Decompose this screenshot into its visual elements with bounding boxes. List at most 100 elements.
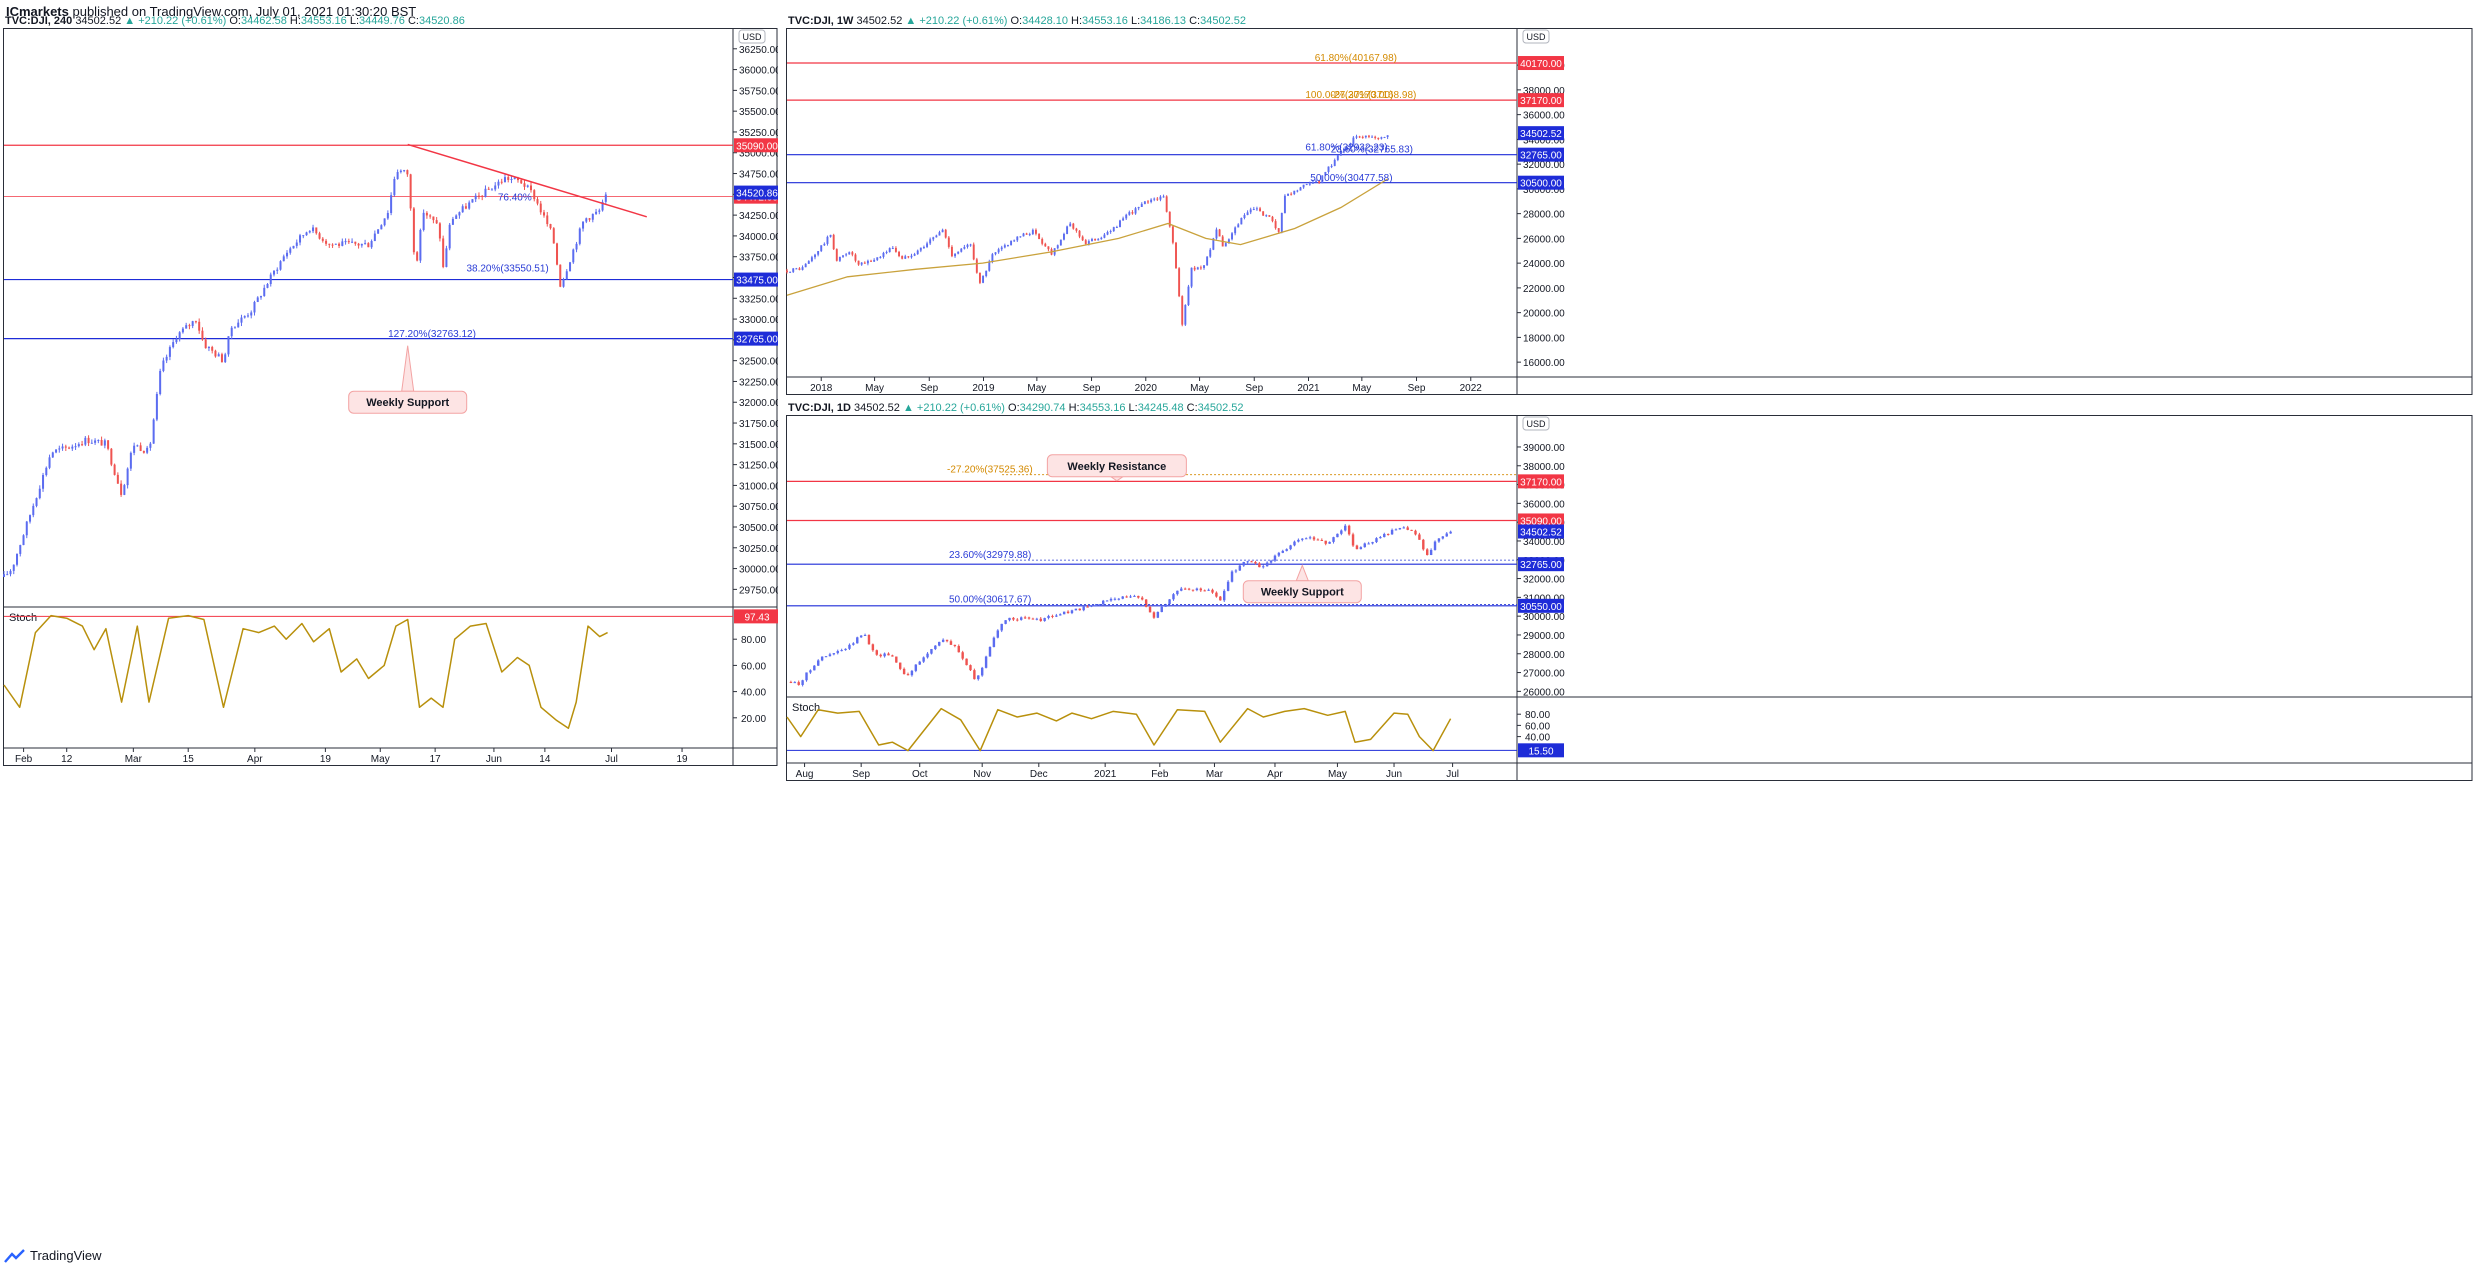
- chart-4h-panel[interactable]: TVC:DJI, 240 34502.52 ▲ +210.22 (+0.61%)…: [3, 14, 778, 766]
- candle-body: [351, 241, 354, 243]
- candle-body: [1051, 615, 1054, 617]
- chart-weekly-panel[interactable]: TVC:DJI, 1W 34502.52 ▲ +210.22 (+0.61%) …: [786, 14, 2473, 398]
- stoch-level-label: 15.50: [1528, 746, 1553, 757]
- time-tick-label: 2021: [1297, 383, 1320, 394]
- price-tick-label: 30000.00: [1523, 612, 1565, 623]
- candle-body: [1072, 223, 1075, 229]
- candle-body: [318, 233, 321, 239]
- candle-body: [895, 656, 898, 663]
- time-tick-label: 17: [430, 754, 442, 765]
- candle-body: [1254, 562, 1257, 564]
- candle-body: [1012, 617, 1015, 620]
- stoch-line: [3, 614, 608, 730]
- candle-body: [312, 227, 315, 232]
- candle-body: [1103, 234, 1106, 238]
- price-tick-label: 35500.00: [739, 107, 778, 118]
- candle-body: [984, 656, 988, 668]
- candle-body: [591, 213, 594, 220]
- candle-body: [1016, 619, 1019, 621]
- candle-body: [829, 234, 832, 237]
- currency-label: USD: [1526, 32, 1546, 42]
- candle-body: [152, 419, 155, 444]
- callout-text: Weekly Resistance: [1067, 461, 1166, 473]
- stoch-level-tag: [1518, 743, 1564, 758]
- candle-body: [891, 655, 894, 657]
- candle-body: [1355, 136, 1358, 138]
- candle-body: [906, 674, 910, 676]
- candle-body: [1070, 610, 1074, 614]
- candle-body: [1196, 267, 1199, 270]
- tradingview-footer[interactable]: TradingView: [4, 1248, 102, 1263]
- candle-body: [1219, 596, 1222, 601]
- candle-body: [276, 269, 279, 271]
- time-tick-label: Nov: [973, 769, 991, 780]
- candle-body: [1125, 214, 1128, 219]
- candle-body: [520, 180, 523, 184]
- chart-daily-panel[interactable]: TVC:DJI, 1D 34502.52 ▲ +210.22 (+0.61%) …: [786, 401, 2473, 785]
- tradingview-logo-icon: [4, 1248, 25, 1263]
- level-tag: [734, 272, 778, 287]
- candle-body: [1259, 208, 1261, 212]
- candle-body: [950, 246, 953, 257]
- candle-body: [1340, 530, 1343, 534]
- candle-body: [945, 639, 949, 642]
- candles: [789, 524, 1452, 687]
- fib-level-label: 23.60%(32765.83): [1331, 145, 1413, 156]
- candle-body: [901, 256, 904, 259]
- candle-body: [1168, 211, 1171, 227]
- candle-body: [103, 440, 106, 446]
- candle-body: [546, 215, 549, 225]
- candle-body: [857, 260, 860, 265]
- candle-body: [960, 248, 963, 252]
- candle-body: [910, 670, 914, 676]
- moving-average-line: [786, 178, 1388, 296]
- stoch-label: Stoch: [792, 702, 820, 714]
- candle-body: [1377, 137, 1380, 139]
- candle-body: [985, 270, 988, 277]
- chart-legend: TVC:DJI, 1D 34502.52 ▲ +210.22 (+0.61%) …: [788, 402, 1244, 414]
- candle-body: [1320, 539, 1324, 541]
- candle-body: [963, 246, 966, 249]
- candle-body: [1336, 533, 1339, 538]
- candle-body: [860, 262, 863, 265]
- candle-body: [1280, 213, 1283, 232]
- candle-body: [331, 244, 334, 246]
- time-tick-label: Apr: [247, 754, 263, 765]
- candle-body: [1141, 597, 1144, 600]
- candle-body: [393, 179, 396, 196]
- candle-body: [1199, 267, 1202, 269]
- candle-body: [533, 190, 536, 200]
- candle-body: [1285, 549, 1288, 551]
- stoch-tick-label: 80.00: [741, 635, 766, 646]
- candle-body: [243, 316, 246, 318]
- candle-body: [885, 251, 888, 253]
- time-tick-label: Jul: [1446, 769, 1459, 780]
- time-tick-label: May: [1027, 383, 1046, 394]
- candle-body: [1178, 268, 1181, 297]
- candle-body: [263, 287, 266, 297]
- candle-body: [1308, 537, 1312, 539]
- candle-body: [1265, 215, 1268, 217]
- candle-body: [302, 235, 305, 237]
- candle-body: [926, 243, 929, 247]
- last-price-tag: [1518, 126, 1564, 141]
- candle-body: [442, 238, 445, 267]
- candle-body: [582, 221, 585, 229]
- candle-body: [1164, 604, 1167, 607]
- level-tag-label: 37170.00: [1520, 477, 1562, 488]
- price-tick-label: 34000.00: [739, 232, 778, 243]
- candle-body: [1168, 599, 1171, 605]
- fib-level-label: 50.00%(30477.58): [1310, 173, 1392, 184]
- candle-body: [1035, 618, 1039, 620]
- candle-body: [1237, 224, 1240, 228]
- candle-body: [1112, 227, 1115, 232]
- candle-body: [1006, 244, 1009, 246]
- candle-body: [1156, 611, 1160, 618]
- candle-body: [185, 325, 188, 329]
- candle-body: [1274, 221, 1277, 229]
- candle-body: [1038, 233, 1041, 240]
- price-tick-label: 20000.00: [1523, 309, 1565, 320]
- candle-body: [536, 199, 539, 204]
- candle-body: [1255, 208, 1258, 210]
- candle-body: [510, 179, 513, 181]
